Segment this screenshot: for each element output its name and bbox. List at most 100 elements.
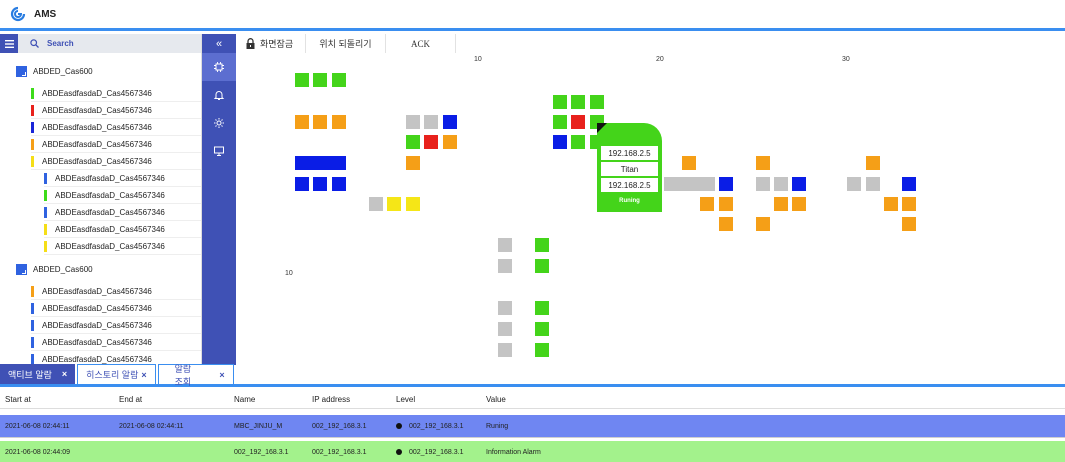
device-cell-blue[interactable] <box>295 177 309 191</box>
tree-item[interactable]: ABDEasdfasdaD_Cas4567346 <box>44 221 201 238</box>
close-icon[interactable]: × <box>61 369 68 379</box>
device-cell-blue[interactable] <box>332 177 346 191</box>
col-ip-address[interactable]: IP address <box>312 394 351 404</box>
tab-alarm-search[interactable]: 알람 조회 × <box>157 364 234 387</box>
device-cell-orange[interactable] <box>719 217 733 231</box>
device-cell-green[interactable] <box>553 95 567 109</box>
device-cell-green[interactable] <box>535 301 549 315</box>
tree-item[interactable]: ABDEasdfasdaD_Cas4567346 <box>31 334 201 351</box>
tree-item[interactable]: ABDEasdfasdaD_Cas4567346 <box>44 238 201 255</box>
device-cell-green[interactable] <box>571 95 585 109</box>
tree-item[interactable]: ABDEasdfasdaD_Cas4567346 <box>44 170 201 187</box>
search-input[interactable]: Search <box>47 39 74 48</box>
device-cell-blue[interactable] <box>719 177 733 191</box>
tree-item[interactable]: ABDEasdfasdaD_Cas4567346 <box>31 300 201 317</box>
device-cell-gray[interactable] <box>369 197 383 211</box>
tab-history-alarm[interactable]: 히스토리 알람 × <box>77 364 156 384</box>
device-cell-green[interactable] <box>535 259 549 273</box>
device-card[interactable]: 192.168.2.5 Titan 192.168.2.5 Runing <box>597 123 662 212</box>
device-cell-orange[interactable] <box>792 197 806 211</box>
settings-button[interactable] <box>202 109 236 137</box>
device-cell-green[interactable] <box>553 115 567 129</box>
device-cell-green[interactable] <box>535 238 549 252</box>
device-cell-gray[interactable] <box>498 322 512 336</box>
collapse-button[interactable]: « <box>215 37 223 50</box>
tree-item[interactable]: ABDEasdfasdaD_Cas4567346 <box>31 317 201 334</box>
device-cell-orange[interactable] <box>719 197 733 211</box>
device-cell-gray[interactable] <box>498 301 512 315</box>
tree-item[interactable]: ABDEasdfasdaD_Cas4567346 <box>31 85 201 102</box>
device-cell-green[interactable] <box>535 343 549 357</box>
device-cell-green[interactable] <box>535 322 549 336</box>
col-name[interactable]: Name <box>234 394 256 404</box>
device-map-button[interactable] <box>202 53 236 81</box>
tree-group[interactable]: ABDED_Cas600 <box>16 261 201 278</box>
device-cell-red[interactable] <box>424 135 438 149</box>
device-cell-orange[interactable] <box>443 135 457 149</box>
col-end-at[interactable]: End at <box>119 394 143 404</box>
col-start-at[interactable]: Start at <box>5 394 31 404</box>
table-row[interactable]: 2021-06-08 02:44:09 002_192_168.3.1 002_19… <box>0 441 1065 462</box>
reset-position-button[interactable]: 위치 되돌리기 <box>306 34 386 53</box>
device-cell-orange[interactable] <box>332 115 346 129</box>
tree-item[interactable]: ABDEasdfasdaD_Cas4567346 <box>31 283 201 300</box>
device-cell-orange[interactable] <box>756 217 770 231</box>
device-cell-gray[interactable] <box>498 259 512 273</box>
device-cell-orange[interactable] <box>295 115 309 129</box>
device-cell-green[interactable] <box>313 73 327 87</box>
device-cell-green[interactable] <box>332 73 346 87</box>
device-cell-orange[interactable] <box>682 156 696 170</box>
tree-item[interactable]: ABDEasdfasdaD_Cas4567346 <box>31 351 201 365</box>
tree-group[interactable]: ABDED_Cas600 <box>16 63 201 80</box>
device-cell-red[interactable] <box>571 115 585 129</box>
close-icon[interactable]: × <box>219 369 225 380</box>
device-cell-gray[interactable] <box>406 115 420 129</box>
device-cell-orange[interactable] <box>774 197 788 211</box>
screen-lock-button[interactable]: 화면잠금 <box>236 34 306 53</box>
device-cell-green[interactable] <box>590 95 604 109</box>
device-cell-gray[interactable] <box>664 177 715 191</box>
device-cell-gray[interactable] <box>498 343 512 357</box>
tree-item[interactable]: ABDEasdfasdaD_Cas4567346 <box>31 153 201 170</box>
tab-active-alarm[interactable]: 액티브 알람 × <box>0 364 76 384</box>
device-cell-blue[interactable] <box>443 115 457 129</box>
col-level[interactable]: Level <box>396 394 416 404</box>
device-cell-blue[interactable] <box>902 177 916 191</box>
col-value[interactable]: Value <box>486 394 506 404</box>
device-cell-gray[interactable] <box>866 177 880 191</box>
device-cell-orange[interactable] <box>313 115 327 129</box>
device-cell-orange[interactable] <box>700 197 714 211</box>
device-cell-blue[interactable] <box>792 177 806 191</box>
tree-item[interactable]: ABDEasdfasdaD_Cas4567346 <box>31 102 201 119</box>
tree-item[interactable]: ABDEasdfasdaD_Cas4567346 <box>31 119 201 136</box>
device-cell-green[interactable] <box>295 73 309 87</box>
alarm-button[interactable] <box>202 81 236 109</box>
tree-search-bar[interactable]: Search <box>0 34 201 53</box>
ack-button[interactable]: ACK <box>386 34 456 53</box>
device-cell-orange[interactable] <box>884 197 898 211</box>
device-cell-gray[interactable] <box>498 238 512 252</box>
device-cell-gray[interactable] <box>424 115 438 129</box>
device-cell-orange[interactable] <box>406 156 420 170</box>
tree-item[interactable]: ABDEasdfasdaD_Cas4567346 <box>31 136 201 153</box>
device-cell-blue[interactable] <box>553 135 567 149</box>
tree-item[interactable]: ABDEasdfasdaD_Cas4567346 <box>44 204 201 221</box>
device-cell-green[interactable] <box>571 135 585 149</box>
device-cell-gray[interactable] <box>756 177 770 191</box>
menu-button[interactable] <box>0 34 18 53</box>
monitor-button[interactable] <box>202 137 236 165</box>
device-cell-gray[interactable] <box>774 177 788 191</box>
device-cell-blue[interactable] <box>313 177 327 191</box>
tree-item[interactable]: ABDEasdfasdaD_Cas4567346 <box>44 187 201 204</box>
device-cell-gray[interactable] <box>847 177 861 191</box>
table-row[interactable]: 2021-06-08 02:44:11 2021-06-08 02:44:11 MB… <box>0 415 1065 438</box>
device-cell-orange[interactable] <box>902 217 916 231</box>
device-cell-orange[interactable] <box>902 197 916 211</box>
device-cell-yellow[interactable] <box>387 197 401 211</box>
device-cell-blue[interactable] <box>295 156 346 170</box>
device-cell-green[interactable] <box>406 135 420 149</box>
close-icon[interactable]: × <box>141 369 147 380</box>
device-cell-yellow[interactable] <box>406 197 420 211</box>
device-cell-orange[interactable] <box>866 156 880 170</box>
device-cell-orange[interactable] <box>756 156 770 170</box>
